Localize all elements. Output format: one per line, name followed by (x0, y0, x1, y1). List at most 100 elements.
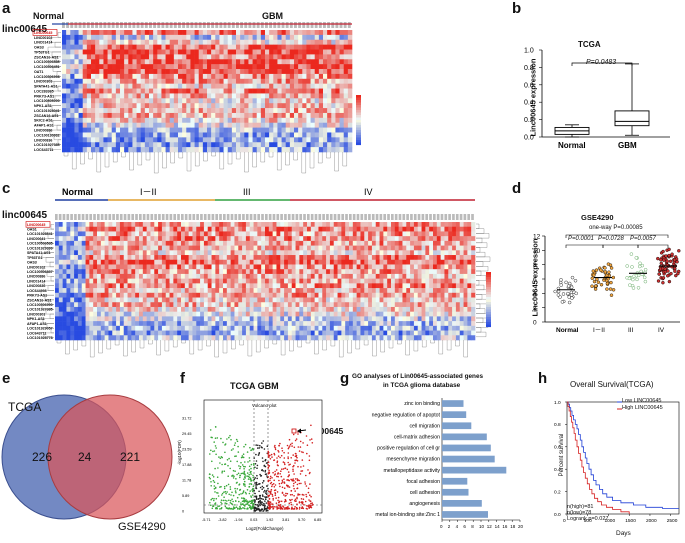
venn-label-gse4290: GSE4290 (118, 521, 166, 533)
y-tick-label: 0.4 (524, 100, 534, 107)
data-point (569, 293, 574, 297)
data-point (609, 280, 613, 285)
sample-strip (62, 22, 351, 28)
heatmap-row-label: PRKY3-AS1 (27, 294, 47, 298)
heatmap-row-label: LOC283365 (34, 89, 54, 93)
km-curve-high (567, 401, 630, 514)
panel-d-p2: P=0.0728 (598, 236, 624, 242)
go-term-label: positive regulation of cell gr (377, 446, 440, 452)
heatmap-row-label: LINC00886 (34, 129, 52, 133)
data-point (667, 247, 671, 252)
data-point (609, 293, 614, 297)
heatmap-row-label: AFAP1-AS1 (27, 322, 47, 326)
panel-h-stats-2: n(low)=78 (567, 510, 592, 516)
data-point (590, 276, 595, 280)
data-point (669, 271, 673, 276)
go-term-label: zinc ion binding (404, 401, 440, 407)
panel-e-label: e (2, 370, 11, 387)
panel-h-xlabel: Days (616, 530, 631, 537)
data-point (590, 284, 594, 288)
data-point (570, 275, 575, 280)
data-point (631, 277, 635, 282)
x-tick-label: 0.03 (250, 518, 257, 522)
y-tick-label: 2 (533, 305, 537, 312)
data-point (635, 277, 639, 282)
data-point (556, 289, 561, 294)
y-tick-label: 0.2 (554, 489, 561, 495)
heatmap-row-label: OAS1 (27, 227, 37, 231)
data-point (656, 256, 660, 261)
box-gbm (614, 63, 650, 136)
box-normal (554, 124, 590, 138)
data-point (661, 249, 665, 254)
heatmap-row-label: LOC101929057 (27, 327, 53, 331)
y-tick-label: 0.6 (524, 82, 534, 89)
data-point (665, 274, 670, 278)
data-point (664, 254, 668, 258)
data-point (672, 258, 677, 262)
data-point (561, 292, 566, 296)
heatmap-row-label: AFAP1-AS1 (34, 124, 54, 128)
x-tick-label: 1.92 (266, 518, 273, 522)
data-point (676, 271, 680, 276)
y-tick-label: 0.8 (554, 422, 561, 428)
panel-f-title: TCGA GBM (230, 381, 279, 391)
panel-g-title-2: in TCGA glioma database (383, 382, 461, 389)
go-bar (442, 433, 487, 441)
data-point (567, 300, 572, 305)
data-point (656, 279, 661, 283)
data-point (643, 279, 648, 284)
x-tick-label: 4 (456, 524, 459, 529)
heatmap-row-label: OAS3 (27, 261, 37, 265)
data-point (677, 249, 681, 253)
heatmap-row-label: ZSCAN16-AS1 (27, 298, 52, 302)
data-point (603, 270, 608, 274)
highlight-point (291, 428, 297, 434)
x-tick-label: 14 (495, 524, 501, 529)
venn-count-gse4290-only: 221 (120, 450, 141, 464)
go-bar (442, 422, 472, 430)
data-point (569, 285, 574, 289)
data-point (599, 283, 604, 287)
km-curve-low (567, 401, 679, 509)
heatmap-row-label: OAT1 (34, 70, 43, 74)
heatmap-row-label: LINC00102 (34, 36, 52, 40)
panel-f-label: f (180, 370, 185, 387)
group-label: Normal (62, 187, 93, 197)
sig-bracket (571, 62, 633, 66)
col-dendrogram (63, 152, 347, 174)
panel-h-title: Overall Survival(TCGA) (570, 380, 654, 389)
plot-title: Volcano plot (252, 403, 277, 408)
x-tick-label: IV (658, 327, 665, 334)
data-point (604, 279, 609, 283)
y-tick-label: 0.0 (554, 512, 561, 518)
heatmap-row-label: SPATA41-AS1 (27, 251, 51, 255)
data-point (661, 276, 666, 280)
data-point (593, 287, 598, 291)
volcano-points (208, 424, 314, 512)
x-tick-label: 6 (463, 524, 466, 529)
data-point (592, 273, 596, 277)
x-tick-label: 500 (584, 518, 592, 524)
x-tick-label: 18 (510, 524, 516, 529)
heatmap-cells (55, 222, 476, 341)
panel-d-p1: P=0.0001 (568, 236, 594, 242)
heatmap-row-label: ZSCAN16-AS1 (34, 114, 59, 118)
go-term-label: angiogenesis (409, 501, 440, 507)
data-point (659, 258, 663, 262)
data-point (639, 269, 643, 274)
heatmap-row-label: LOC100506585 (27, 242, 53, 246)
x-tick-label: I－II (593, 327, 605, 334)
y-tick-label: 0 (182, 510, 184, 514)
data-point (673, 269, 677, 273)
panel-b-pvalue: P=0.0483 (586, 59, 617, 66)
panel-h-stats-1: n(high)=81 (567, 504, 594, 510)
group-label: I－II (140, 187, 157, 197)
heatmap-row-label: NPK1-AS1 (34, 104, 52, 108)
data-point (667, 253, 671, 258)
go-bar (442, 466, 507, 474)
panel-h-legend-low: Low LINC00645 (622, 398, 662, 404)
heatmap-row-label: LOC101928541 (27, 232, 53, 236)
y-tick-label: 8 (533, 262, 537, 269)
data-point (559, 278, 563, 282)
